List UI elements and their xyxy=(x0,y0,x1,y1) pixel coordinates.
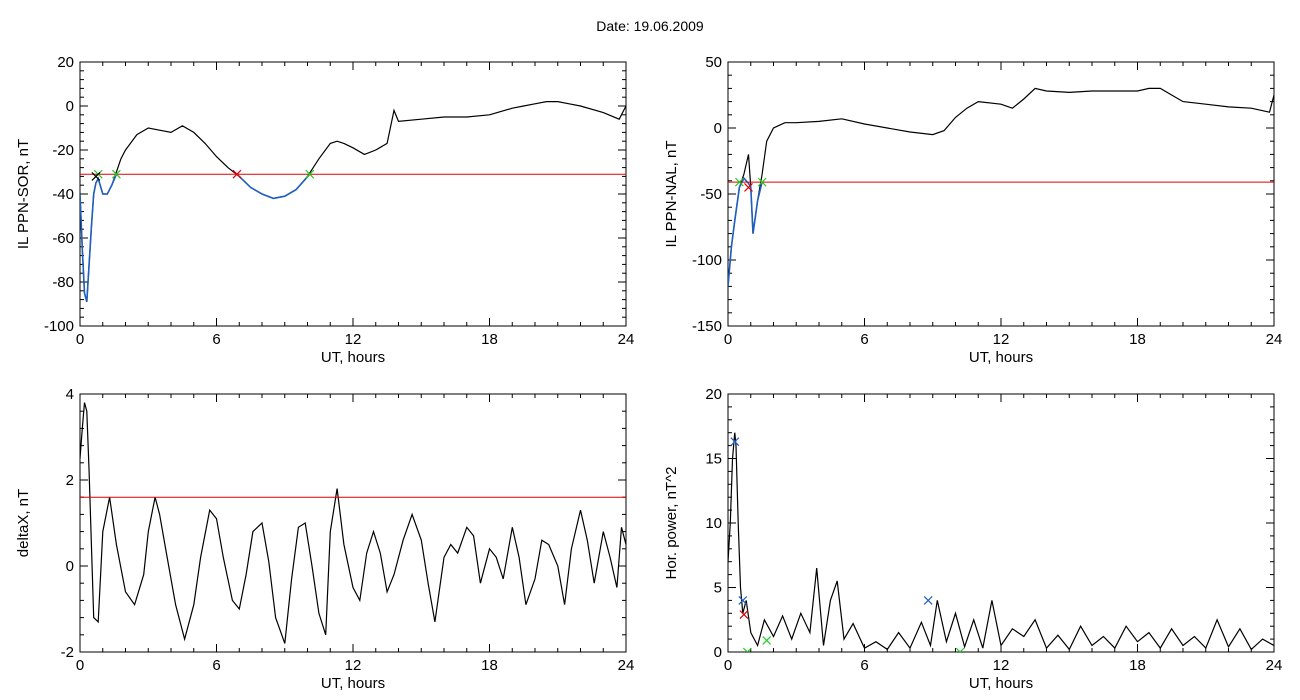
plot-data xyxy=(80,100,626,303)
x-axis-label: UT, hours xyxy=(321,349,385,366)
x-axis-label: UT, hours xyxy=(321,675,385,692)
y-tick-label: 5 xyxy=(714,580,722,597)
event-marker xyxy=(757,177,767,187)
x-tick-label: 12 xyxy=(993,657,1010,674)
below-threshold-segment xyxy=(80,173,118,303)
y-tick-label: -100 xyxy=(692,252,722,269)
y-tick-label: -20 xyxy=(52,142,74,159)
y-tick-label: 0 xyxy=(66,98,74,115)
event-marker xyxy=(305,169,315,179)
y-tick-label: 15 xyxy=(705,451,722,468)
x-tick-label: 0 xyxy=(76,657,84,674)
y-tick-label: -2 xyxy=(61,644,74,661)
x-tick-label: 24 xyxy=(1266,657,1283,674)
event-marker xyxy=(955,647,965,652)
y-tick-label: 20 xyxy=(57,54,74,71)
x-tick-label: 18 xyxy=(481,331,498,348)
y-tick-label: 0 xyxy=(714,120,722,137)
y-tick-label: 2 xyxy=(66,472,74,489)
event-marker xyxy=(762,635,772,645)
marker-stroke xyxy=(923,595,933,605)
y-axis-label: Hor. power, nT^2 xyxy=(663,467,680,580)
marker-stroke xyxy=(742,647,749,652)
marker-stroke xyxy=(111,169,121,179)
y-tick-label: -100 xyxy=(44,318,74,335)
event-marker xyxy=(742,647,752,652)
y-tick-label: 0 xyxy=(66,558,74,575)
marker-stroke xyxy=(757,177,767,187)
x-tick-label: 18 xyxy=(1129,331,1146,348)
series-line xyxy=(80,402,626,644)
below-threshold-segment xyxy=(236,173,311,200)
event-marker xyxy=(923,595,933,605)
x-tick-label: 18 xyxy=(481,657,498,674)
event-marker xyxy=(739,610,749,620)
x-tick-label: 12 xyxy=(345,657,362,674)
chart-panel-2: 0 6 12 18 24 -150 -100 -50 0 50 UT, hours IL PPN-NA… xyxy=(663,54,1282,366)
marker-stroke xyxy=(232,169,242,179)
marker-stroke xyxy=(746,647,752,652)
y-tick-label: 50 xyxy=(705,54,722,71)
marker-stroke xyxy=(959,647,965,652)
series-line xyxy=(80,100,626,302)
y-tick-label: 4 xyxy=(66,386,74,403)
marker-stroke xyxy=(734,177,744,187)
y-tick-label: -150 xyxy=(692,318,722,335)
y-tick-label: 0 xyxy=(714,644,722,661)
marker-stroke xyxy=(739,610,749,620)
event-marker xyxy=(730,437,740,447)
event-marker xyxy=(734,177,744,187)
x-tick-label: 18 xyxy=(1129,657,1146,674)
x-tick-label: 12 xyxy=(993,331,1010,348)
x-tick-label: 24 xyxy=(618,331,635,348)
x-tick-label: 0 xyxy=(76,331,84,348)
x-tick-label: 0 xyxy=(724,657,732,674)
chart-panel-1: 0 6 12 18 24 -100 -80 -60 -40 -20 0 20 UT, hours IL P… xyxy=(15,54,634,366)
x-tick-label: 0 xyxy=(724,331,732,348)
event-marker xyxy=(738,595,748,605)
y-tick-label: -40 xyxy=(52,186,74,203)
x-tick-label: 12 xyxy=(345,331,362,348)
event-marker xyxy=(91,171,101,181)
chart-panel-4: 0 6 12 18 24 0 5 10 15 20 UT, hours Hor. power, nT^… xyxy=(663,386,1282,692)
x-tick-label: 6 xyxy=(860,331,868,348)
series-line xyxy=(728,432,1274,651)
x-tick-label: 6 xyxy=(212,657,220,674)
x-tick-label: 24 xyxy=(618,657,635,674)
plot-data xyxy=(728,87,1274,287)
page-title: Date: 19.06.2009 xyxy=(596,18,704,34)
x-tick-label: 6 xyxy=(860,657,868,674)
event-marker xyxy=(744,182,753,192)
y-tick-label: -80 xyxy=(52,274,74,291)
marker-stroke xyxy=(305,169,315,179)
y-tick-label: -50 xyxy=(700,186,722,203)
marker-stroke xyxy=(762,635,772,645)
marker-stroke xyxy=(744,182,753,192)
y-axis-label: IL PPN-SOR, nT xyxy=(15,139,32,249)
plot-frame xyxy=(727,393,1275,653)
plot-frame xyxy=(727,61,1275,327)
y-tick-label: -60 xyxy=(52,230,74,247)
event-marker xyxy=(111,169,121,179)
marker-stroke xyxy=(730,437,740,447)
x-axis-label: UT, hours xyxy=(969,675,1033,692)
x-tick-label: 24 xyxy=(1266,331,1283,348)
marker-stroke xyxy=(955,647,961,652)
plot-data xyxy=(728,432,1274,652)
marker-stroke xyxy=(738,595,748,605)
x-axis-label: UT, hours xyxy=(969,349,1033,366)
below-threshold-segment xyxy=(728,176,763,287)
marker-stroke xyxy=(91,171,101,181)
series-line xyxy=(728,87,1274,287)
y-axis-label: IL PPN-NAL, nT xyxy=(663,141,680,248)
y-tick-label: 10 xyxy=(705,515,722,532)
x-tick-label: 6 xyxy=(212,331,220,348)
event-marker xyxy=(232,169,242,179)
y-axis-label: deltaX, nT xyxy=(15,489,32,557)
plot-frame xyxy=(79,393,627,653)
y-tick-label: 20 xyxy=(705,386,722,403)
plot-data xyxy=(80,402,626,644)
